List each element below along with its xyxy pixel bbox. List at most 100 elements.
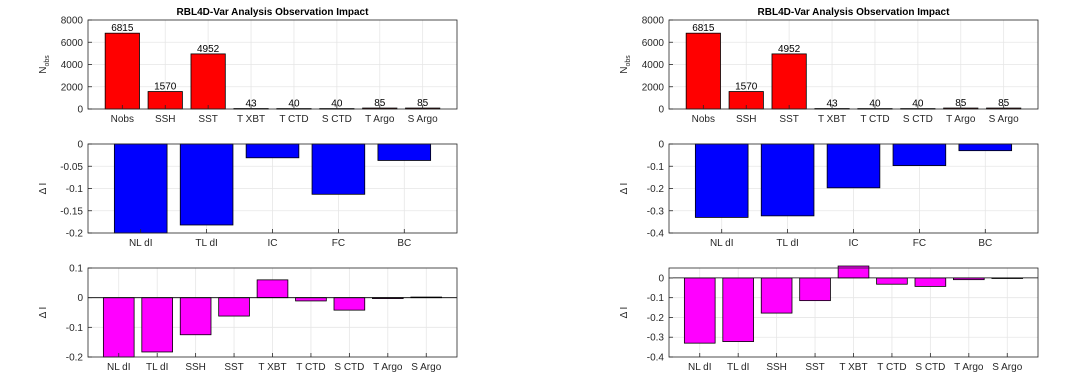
x-tick-label: FC: [332, 238, 345, 249]
y-tick-label: -0.3: [647, 206, 665, 217]
x-tick-label: S Argo: [992, 362, 1022, 373]
x-tick-label: TL dI: [195, 238, 217, 249]
bar: [683, 277, 716, 344]
y-tick-label: -0.1: [647, 293, 665, 304]
x-tick-label: Nobs: [692, 114, 715, 125]
bar: [722, 277, 754, 342]
bar: [377, 143, 432, 161]
bar: [685, 32, 721, 110]
x-tick-label: T Argo: [946, 114, 976, 125]
data-label: 40: [288, 99, 300, 110]
x-tick-label: BC: [397, 238, 411, 249]
y-tick-label: 2000: [642, 82, 665, 93]
data-label: 85: [374, 98, 386, 109]
x-tick-label: T XBT: [258, 362, 286, 373]
x-tick-label: TL dI: [727, 362, 749, 373]
chart-left-top: 0 2000 4000 6000 8000 Nobs SSH SST T XBT T CTD S C…: [38, 7, 458, 125]
x-tick-label: T XBT: [839, 362, 867, 373]
x-tick-label: T XBT: [818, 114, 846, 125]
data-label: 85: [998, 98, 1010, 109]
x-tick-label: SST: [779, 114, 798, 125]
y-axis-label: Δ I: [38, 183, 49, 195]
y-tick-label: -0.15: [60, 206, 83, 217]
chart-title: RBL4D-Var Analysis Observation Impact: [758, 7, 951, 18]
y-tick-label: 0: [77, 140, 83, 151]
y-tick-label: 0: [658, 140, 664, 151]
x-tick-label: IC: [849, 238, 859, 249]
y-axis-label: Δ I: [619, 183, 630, 195]
y-tick-label: 6000: [61, 38, 84, 49]
y-axis-label-main: N: [619, 67, 630, 74]
bar: [179, 297, 212, 336]
x-tick-label: S CTD: [903, 114, 933, 125]
y-axis-label: Nobs: [38, 55, 51, 74]
x-tick-label: T XBT: [237, 114, 265, 125]
x-tick-label: T Argo: [954, 362, 984, 373]
bar: [295, 297, 327, 302]
y-axis-label-main: Δ I: [619, 307, 630, 319]
data-label: 40: [912, 99, 924, 110]
bar: [760, 143, 815, 217]
x-tick-label: S CTD: [322, 114, 352, 125]
bar: [102, 297, 135, 358]
bar: [876, 277, 908, 285]
x-tick-label: NL dI: [710, 238, 734, 249]
y-tick-label: 0: [658, 105, 664, 116]
y-tick-label: -0.05: [60, 162, 83, 173]
bar: [190, 53, 226, 110]
data-label: 85: [955, 98, 967, 109]
y-tick-label: 8000: [642, 16, 665, 27]
chart-left-bot: -0.2 -0.1 0 0.1 NL dI TL dI SSH SST T XBT T CTD S …: [38, 264, 458, 373]
y-tick-label: 2000: [61, 82, 84, 93]
bar: [333, 297, 366, 311]
bar: [799, 277, 831, 302]
chart-right-bot: -0.4 -0.3 -0.2 -0.1 0 NL dI TL dI SSH SST T XBT T …: [619, 265, 1039, 373]
y-tick-label: -0.2: [66, 229, 84, 240]
y-tick-label: 6000: [642, 38, 665, 49]
x-tick-label: S Argo: [408, 114, 438, 125]
data-label: 85: [417, 98, 429, 109]
data-label: 43: [245, 99, 257, 110]
bar: [113, 143, 168, 234]
bar: [179, 143, 234, 226]
x-tick-label: S Argo: [411, 362, 441, 373]
data-label: 40: [869, 99, 881, 110]
data-label: 1570: [154, 82, 177, 93]
x-tick-label: S Argo: [989, 114, 1019, 125]
bar: [760, 277, 793, 314]
x-tick-label: FC: [913, 238, 926, 249]
chart-right-mid: -0.4 -0.3 -0.2 -0.1 0 NL dI TL dI IC FC BC Δ I: [619, 140, 1039, 249]
x-tick-label: S CTD: [915, 362, 945, 373]
y-tick-label: 0: [77, 105, 83, 116]
y-axis-label: Δ I: [619, 307, 630, 319]
y-tick-label: -0.1: [66, 323, 84, 334]
x-tick-label: SSH: [155, 114, 176, 125]
y-tick-label: 4000: [642, 60, 665, 71]
bar: [958, 143, 1013, 152]
chart-right-top: 0 2000 4000 6000 8000 Nobs SSH SST T XBT T CTD S C…: [619, 7, 1039, 125]
data-label: 40: [331, 99, 343, 110]
y-tick-label: 0: [658, 273, 664, 284]
bar: [694, 143, 749, 218]
y-tick-label: -0.3: [647, 333, 665, 344]
x-tick-label: Nobs: [111, 114, 134, 125]
data-label: 6815: [692, 23, 715, 34]
x-tick-label: SST: [198, 114, 217, 125]
chart-left-mid: -0.2 -0.15 -0.1 -0.05 0 NL dI TL dI IC FC BC Δ I: [38, 140, 458, 249]
y-axis-label-subscript: obs: [625, 55, 632, 67]
x-tick-label: T CTD: [860, 114, 889, 125]
y-tick-label: -0.2: [647, 313, 665, 324]
y-axis-label-subscript: obs: [44, 55, 51, 67]
y-axis-label-main: Δ I: [619, 183, 630, 195]
x-tick-label: IC: [268, 238, 278, 249]
x-tick-label: NL dI: [129, 238, 153, 249]
y-tick-label: -0.4: [647, 353, 665, 364]
data-label: 6815: [111, 23, 134, 34]
y-tick-label: -0.2: [647, 184, 665, 195]
x-tick-label: SST: [805, 362, 824, 373]
y-axis-label: Δ I: [38, 307, 49, 319]
bar: [218, 297, 250, 317]
x-tick-label: S CTD: [334, 362, 364, 373]
y-tick-label: -0.4: [647, 229, 665, 240]
